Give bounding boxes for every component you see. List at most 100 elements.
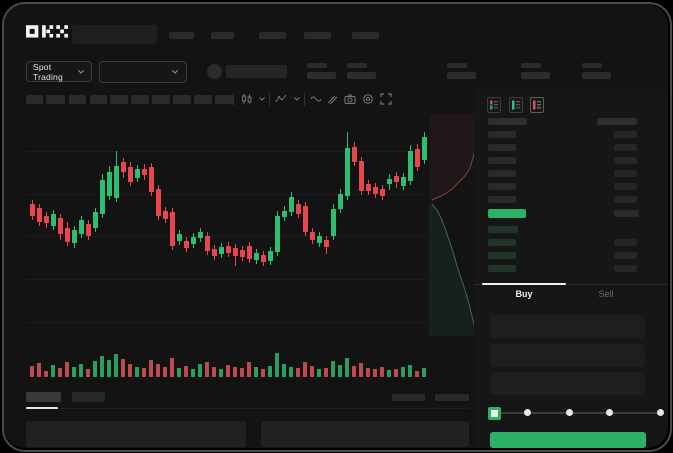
- candle-body: [170, 212, 175, 246]
- ask-row-price-placeholder[interactable]: [488, 131, 516, 138]
- nav-item-placeholder[interactable]: [304, 32, 331, 39]
- volume-bar: [394, 369, 398, 377]
- pair-selector[interactable]: [99, 61, 187, 83]
- camera-icon[interactable]: [344, 93, 356, 105]
- candle-body: [107, 172, 112, 196]
- slider-stop-dot[interactable]: [566, 409, 573, 416]
- volume-bar: [30, 366, 34, 377]
- volume-bar: [93, 361, 97, 377]
- drawing-tools-icon[interactable]: [326, 93, 338, 105]
- order-form-field[interactable]: [490, 372, 645, 395]
- timeframe-button-placeholder[interactable]: [46, 95, 65, 104]
- chevron-down-icon[interactable]: [293, 96, 301, 102]
- bid-row-price-placeholder[interactable]: [488, 239, 516, 246]
- timeframe-button-placeholder[interactable]: [90, 95, 107, 104]
- slider-stop-dot[interactable]: [524, 409, 531, 416]
- depth-bid-area: [429, 204, 484, 336]
- timeframe-button-placeholder[interactable]: [110, 95, 128, 104]
- timeframe-button-placeholder[interactable]: [173, 95, 191, 104]
- candle-type-icon[interactable]: [241, 93, 253, 105]
- bid-row-amount-placeholder: [614, 265, 637, 272]
- candle-body: [58, 218, 63, 234]
- volume-bar: [296, 368, 300, 377]
- candle-body: [310, 232, 315, 240]
- ask-row-price-placeholder[interactable]: [488, 183, 516, 190]
- ask-row-price-placeholder[interactable]: [488, 170, 516, 177]
- depth-chart[interactable]: [429, 114, 484, 336]
- tab-sell[interactable]: Sell: [598, 289, 614, 299]
- timeframe-button-placeholder[interactable]: [194, 95, 212, 104]
- orders-action-placeholder[interactable]: [392, 394, 425, 401]
- amount-slider-track[interactable]: [494, 412, 661, 414]
- orders-tab-placeholder[interactable]: [72, 392, 105, 402]
- orderbook-view-asks-icon[interactable]: [530, 97, 544, 113]
- chevron-down-icon[interactable]: [258, 96, 266, 102]
- okx-logo[interactable]: [26, 25, 68, 39]
- buy-submit-button[interactable]: [490, 432, 646, 448]
- timeframe-button-placeholder[interactable]: [152, 95, 170, 104]
- volume-bar: [317, 369, 321, 377]
- candle-body: [373, 187, 378, 194]
- candle-body: [51, 214, 56, 226]
- last-price-bar[interactable]: [488, 209, 526, 218]
- line-chart-icon[interactable]: [310, 93, 322, 105]
- volume-bar: [205, 362, 209, 377]
- order-form-field[interactable]: [490, 315, 645, 338]
- chevron-down-icon: [77, 69, 85, 75]
- amount-slider-handle[interactable]: [488, 407, 501, 420]
- coin-icon: [207, 64, 222, 79]
- nav-item-placeholder[interactable]: [352, 32, 379, 39]
- ask-row-price-placeholder[interactable]: [488, 144, 516, 151]
- slider-stop-dot[interactable]: [657, 409, 664, 416]
- nav-item-placeholder[interactable]: [169, 32, 194, 39]
- orders-action-placeholder[interactable]: [435, 394, 469, 401]
- bid-row-price-placeholder[interactable]: [488, 226, 518, 233]
- bid-row-price-placeholder[interactable]: [488, 252, 516, 259]
- volume-bar: [401, 367, 405, 377]
- nav-item-placeholder[interactable]: [259, 32, 286, 39]
- slider-stop-dot[interactable]: [606, 409, 613, 416]
- pair-name-placeholder: [226, 65, 287, 78]
- orders-tab-placeholder[interactable]: [26, 392, 61, 402]
- volume-bar: [338, 365, 342, 377]
- bid-row-price-placeholder[interactable]: [488, 265, 516, 272]
- header-search-placeholder[interactable]: [72, 25, 157, 44]
- orders-panel-placeholder: [26, 421, 246, 447]
- orderbook-view-bids-icon[interactable]: [509, 97, 523, 113]
- volume-bar: [44, 371, 48, 377]
- candle-body: [156, 189, 161, 216]
- order-form-field[interactable]: [490, 344, 645, 367]
- timeframe-button-placeholder[interactable]: [215, 95, 233, 104]
- stat-label-placeholder: [582, 63, 602, 68]
- stat-value-placeholder: [307, 72, 336, 79]
- timeframe-button-placeholder[interactable]: [131, 95, 149, 104]
- volume-bar: [86, 369, 90, 377]
- stat-value-placeholder: [521, 72, 550, 79]
- candle-body: [198, 232, 203, 238]
- ask-row-price-placeholder[interactable]: [488, 196, 516, 203]
- candle-body: [212, 249, 217, 256]
- orderbook-view-combined-icon[interactable]: [487, 97, 501, 113]
- timeframe-button-placeholder[interactable]: [26, 95, 43, 104]
- gridline: [26, 151, 426, 152]
- volume-bar: [240, 368, 244, 377]
- candle-body: [191, 237, 196, 244]
- depth-ask-area: [429, 114, 484, 201]
- settings-icon[interactable]: [362, 93, 374, 105]
- fullscreen-icon[interactable]: [380, 93, 392, 105]
- volume-bar: [58, 368, 62, 377]
- candle-body: [233, 248, 238, 256]
- candlestick-chart[interactable]: [26, 116, 427, 340]
- timeframe-button-placeholder[interactable]: [69, 95, 86, 104]
- gridline: [26, 279, 426, 280]
- candle-body: [331, 209, 336, 236]
- tab-buy[interactable]: Buy: [515, 289, 533, 299]
- ask-row-price-placeholder[interactable]: [488, 157, 516, 164]
- last-price-amount-placeholder: [614, 210, 639, 217]
- nav-item-placeholder[interactable]: [211, 32, 234, 39]
- stat-label-placeholder: [347, 63, 367, 68]
- spot-trading-selector[interactable]: Spot Trading: [26, 61, 92, 82]
- tab-divider: [474, 284, 668, 285]
- candle-body: [387, 179, 392, 184]
- indicators-icon[interactable]: [275, 93, 287, 105]
